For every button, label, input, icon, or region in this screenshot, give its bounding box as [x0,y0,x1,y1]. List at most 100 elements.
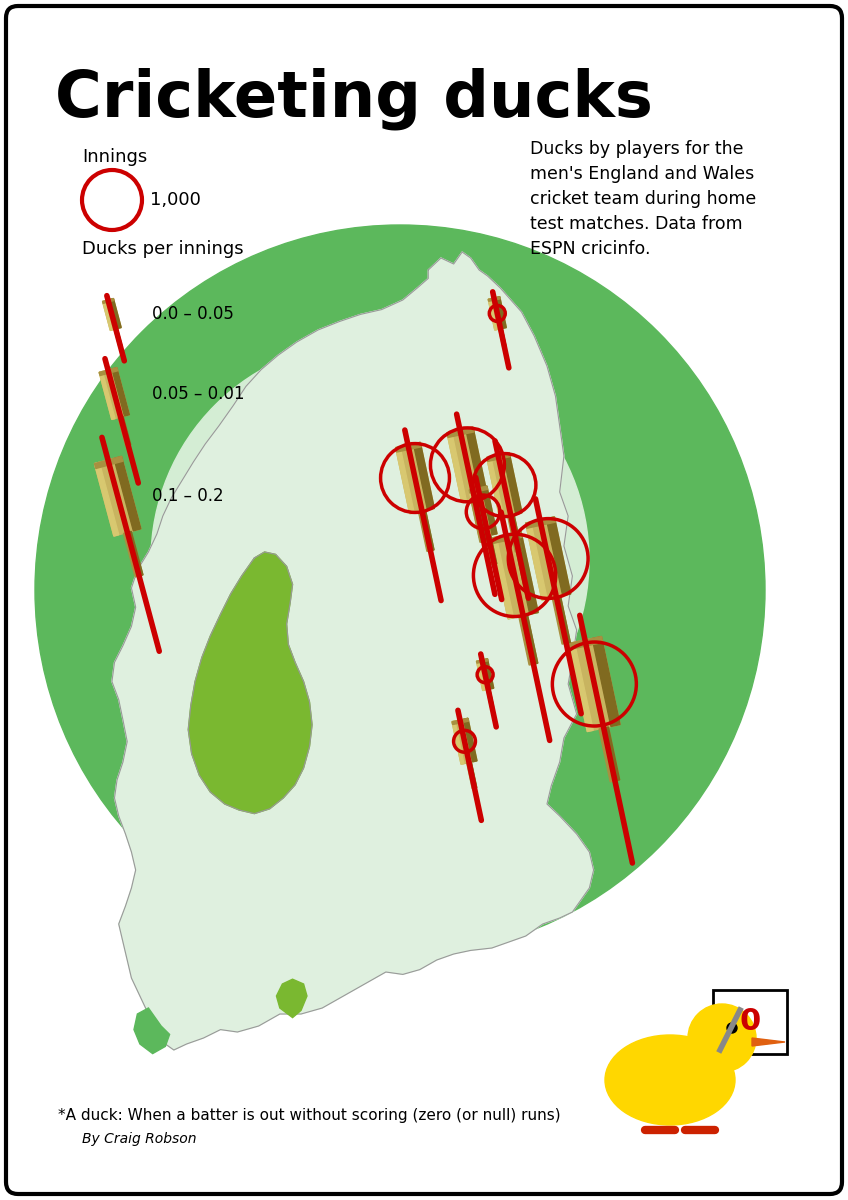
Text: Innings: Innings [82,148,148,166]
Polygon shape [116,329,122,346]
Polygon shape [525,614,538,664]
Polygon shape [486,535,497,565]
Polygon shape [552,596,571,644]
Polygon shape [491,532,538,619]
Text: By Craig Robson: By Craig Robson [82,1132,197,1146]
Polygon shape [568,636,620,732]
Polygon shape [477,661,485,690]
Polygon shape [526,517,571,600]
Polygon shape [488,296,506,330]
Circle shape [688,1004,756,1072]
Text: Ducks by players for the
men's England and Wales
cricket team during home
test m: Ducks by players for the men's England a… [530,140,756,258]
Polygon shape [466,427,488,498]
Polygon shape [519,614,538,665]
Polygon shape [471,499,488,542]
Text: 1,000: 1,000 [150,191,201,209]
Polygon shape [118,416,131,446]
Polygon shape [103,299,114,304]
Polygon shape [605,727,620,780]
Polygon shape [482,486,497,535]
Polygon shape [396,443,421,452]
Polygon shape [546,517,571,595]
Circle shape [151,341,589,779]
Polygon shape [489,535,497,564]
Polygon shape [477,499,488,541]
Text: 0.05 – 0.01: 0.05 – 0.01 [152,384,244,402]
Polygon shape [599,727,620,782]
Polygon shape [592,636,620,726]
Polygon shape [487,452,510,462]
Polygon shape [396,443,434,514]
Polygon shape [488,299,497,330]
Polygon shape [114,456,141,530]
Polygon shape [134,1008,170,1054]
Polygon shape [188,552,312,814]
Polygon shape [491,538,514,619]
Polygon shape [477,659,488,664]
Polygon shape [484,659,494,689]
Polygon shape [466,762,477,788]
Text: 0.0 – 0.05: 0.0 – 0.05 [152,306,234,324]
Polygon shape [447,427,488,503]
Polygon shape [414,443,434,510]
Polygon shape [469,486,497,538]
Polygon shape [103,301,112,330]
Polygon shape [112,252,594,1050]
Polygon shape [488,296,500,301]
Polygon shape [526,522,547,600]
Polygon shape [99,367,118,376]
Polygon shape [99,367,130,420]
FancyBboxPatch shape [6,6,842,1194]
Polygon shape [558,596,571,643]
Polygon shape [276,979,307,1018]
Polygon shape [452,719,477,764]
Text: Cricketing ducks: Cricketing ducks [55,68,653,131]
Polygon shape [513,532,538,614]
Polygon shape [99,372,115,420]
Polygon shape [526,517,555,528]
Polygon shape [94,462,119,536]
Polygon shape [503,452,522,514]
Polygon shape [423,510,434,551]
Polygon shape [94,456,123,468]
Polygon shape [499,329,506,348]
Text: 0.1 – 0.2: 0.1 – 0.2 [152,487,224,505]
Polygon shape [501,329,506,347]
Polygon shape [488,689,494,707]
Polygon shape [487,456,504,517]
Polygon shape [477,659,494,690]
Polygon shape [568,636,603,649]
Polygon shape [497,296,506,329]
Polygon shape [124,532,143,577]
Polygon shape [452,721,464,764]
Polygon shape [396,446,414,514]
FancyBboxPatch shape [713,990,787,1054]
Polygon shape [129,532,143,576]
Polygon shape [487,452,522,517]
Text: *A duck: When a batter is out without scoring (zero (or null) runs): *A duck: When a batter is out without sc… [58,1108,561,1123]
Polygon shape [568,642,594,732]
Polygon shape [419,510,434,551]
Polygon shape [487,689,494,707]
Polygon shape [121,416,131,445]
Polygon shape [752,1038,785,1046]
Polygon shape [469,490,483,538]
Ellipse shape [605,1034,735,1126]
Polygon shape [452,719,469,725]
Text: Ducks per innings: Ducks per innings [82,240,243,258]
Text: 0: 0 [739,1008,761,1037]
Ellipse shape [626,1061,704,1109]
Polygon shape [112,367,130,416]
Polygon shape [447,427,474,438]
Circle shape [35,226,765,955]
Polygon shape [470,762,477,788]
Polygon shape [491,532,522,544]
Polygon shape [94,456,141,536]
Polygon shape [110,299,121,329]
Polygon shape [553,768,606,830]
Polygon shape [469,486,488,493]
Polygon shape [464,719,477,762]
Polygon shape [508,515,522,552]
Polygon shape [512,515,522,551]
Polygon shape [114,329,122,347]
